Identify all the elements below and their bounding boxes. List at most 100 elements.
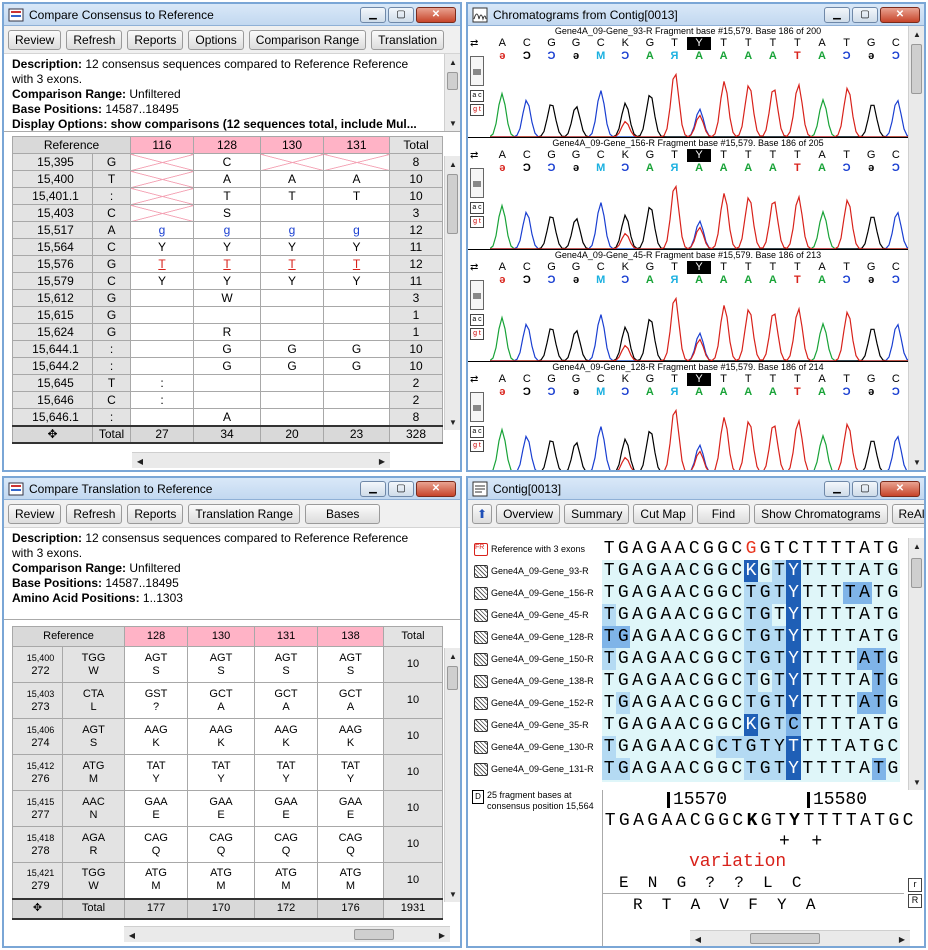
comparison-cell[interactable]: G — [260, 340, 324, 358]
reference-codon-cell[interactable]: ATG M — [61, 754, 126, 791]
reference-codon-cell[interactable]: TGG W — [61, 646, 126, 683]
translation-cell[interactable]: AAG K — [187, 718, 256, 755]
reference-base-cell[interactable]: C — [92, 204, 131, 222]
reference-codon-cell[interactable]: AGT S — [61, 718, 126, 755]
comparison-cell[interactable] — [130, 289, 194, 307]
reports-button[interactable]: Reports — [127, 503, 184, 524]
sequence-name-item[interactable]: Gene4A_09-Gene_150-R — [468, 648, 598, 670]
translation-cell[interactable]: GCT A — [317, 682, 385, 719]
table-scrollbar[interactable]: ▲ ▼ — [444, 648, 460, 902]
toggle-ac-button[interactable]: a c — [470, 426, 484, 438]
comparison-cell[interactable] — [323, 374, 390, 392]
close-button[interactable]: ✕ — [416, 480, 456, 497]
total-cell[interactable]: 2 — [389, 391, 443, 409]
frame-r-button[interactable]: r — [908, 878, 922, 892]
sequence-name-item[interactable]: Gene4A_09-Gene_138-R — [468, 670, 598, 692]
translation-cell[interactable]: AGT S — [254, 646, 319, 683]
position-cell[interactable]: 15,645 — [12, 374, 93, 392]
comparison-cell[interactable] — [323, 289, 390, 307]
chromatogram-track[interactable]: Gene4A_09-Gene_93-R Fragment base #15,57… — [468, 26, 910, 138]
amplitude-slider[interactable] — [470, 168, 484, 198]
scroll-thumb[interactable] — [354, 929, 394, 940]
maximize-button[interactable]: ▢ — [388, 480, 414, 497]
scroll-left-arrow[interactable]: ◀ — [136, 456, 144, 466]
comparison-cell[interactable]: g — [193, 221, 261, 239]
comparison-cell[interactable]: A — [260, 170, 324, 188]
position-cell[interactable]: 15,400 272 — [12, 646, 63, 683]
comparison-cell[interactable] — [323, 391, 390, 409]
sequence-name-item[interactable]: Gene4A_09-Gene_128-R — [468, 626, 598, 648]
review-button[interactable]: Review — [8, 503, 62, 524]
comparison-cell[interactable] — [130, 204, 194, 222]
total-cell[interactable]: 1 — [389, 323, 443, 341]
total-cell[interactable]: 10 — [383, 646, 444, 683]
refresh-button[interactable]: Refresh — [66, 503, 123, 524]
scroll-up-arrow[interactable]: ▲ — [449, 651, 457, 661]
reference-base-cell[interactable]: G — [92, 323, 131, 341]
minimize-button[interactable]: ▁ — [824, 6, 850, 23]
minimize-button[interactable]: ▁ — [360, 6, 386, 23]
header-total[interactable]: Total — [383, 626, 444, 647]
translation-cell[interactable]: GAA E — [254, 790, 319, 827]
comparison-cell[interactable]: g — [323, 221, 390, 239]
translation-cell[interactable]: AGT S — [124, 646, 189, 683]
comparison-cell[interactable] — [130, 306, 194, 324]
comparison-cell[interactable] — [323, 204, 390, 222]
scroll-right-arrow[interactable]: ▶ — [438, 930, 446, 940]
minimize-button[interactable]: ▁ — [824, 480, 850, 497]
reference-base-cell[interactable]: T — [92, 170, 131, 188]
total-cell[interactable]: 3 — [389, 204, 443, 222]
reference-base-cell[interactable]: A — [92, 221, 131, 239]
translation-cell[interactable]: GCT A — [187, 682, 256, 719]
comparison-cell[interactable]: Y — [260, 272, 324, 290]
total-cell[interactable]: 11 — [389, 272, 443, 290]
chromatogram-track[interactable]: Gene4A_09-Gene_45-R Fragment base #15,57… — [468, 250, 910, 362]
position-cell[interactable]: 15,401.1 — [12, 187, 93, 205]
fragment-sequence[interactable]: TGAGAACGGCTGTYTTTTATGC — [603, 582, 899, 604]
position-cell[interactable]: 15,403 273 — [12, 682, 63, 719]
scroll-thumb[interactable] — [750, 933, 820, 944]
amplitude-slider[interactable] — [470, 280, 484, 310]
header-reference[interactable]: Reference — [11, 626, 126, 647]
refresh-button[interactable]: Refresh — [66, 29, 123, 50]
position-cell[interactable]: 15,400 — [12, 170, 93, 188]
frame-R-button[interactable]: R — [908, 894, 922, 908]
table-hscrollbar[interactable]: ◀ ▶ — [124, 926, 450, 942]
header-col[interactable]: 130 — [187, 626, 256, 647]
comparison-cell[interactable] — [130, 187, 194, 205]
comparison-cell[interactable] — [130, 170, 194, 188]
maximize-button[interactable]: ▢ — [852, 6, 878, 23]
title-bar[interactable]: Compare Consensus to Reference ▁ ▢ ✕ — [4, 4, 460, 26]
comparison-cell[interactable] — [130, 323, 194, 341]
comparison-cell[interactable] — [260, 374, 324, 392]
scroll-up-arrow[interactable]: ▲ — [913, 29, 921, 39]
total-cell[interactable]: 10 — [383, 862, 444, 899]
sequence-name-item[interactable]: FR Reference with 3 exons — [468, 538, 598, 560]
comparison-cell[interactable] — [260, 153, 324, 171]
scroll-thumb[interactable] — [447, 174, 458, 234]
reference-base-cell[interactable]: C — [92, 272, 131, 290]
total-cell[interactable]: 1 — [389, 306, 443, 324]
toggle-ac-button[interactable]: a c — [470, 314, 484, 326]
comparison-cell[interactable]: Y — [323, 238, 390, 256]
amplitude-slider[interactable] — [470, 56, 484, 86]
position-cell[interactable]: 15,646 — [12, 391, 93, 409]
comparison-cell[interactable]: G — [193, 340, 261, 358]
comparison-cell[interactable]: A — [323, 170, 390, 188]
translation-cell[interactable]: CAG Q — [317, 826, 385, 863]
comparison-cell[interactable]: T — [260, 255, 324, 273]
header-col[interactable]: 131 — [323, 136, 390, 154]
maximize-button[interactable]: ▢ — [852, 480, 878, 497]
total-cell[interactable]: 10 — [383, 826, 444, 863]
translation-range-button[interactable]: Translation Range — [188, 503, 301, 524]
reports-button[interactable]: Reports — [127, 29, 184, 50]
comparison-cell[interactable]: g — [260, 221, 324, 239]
sequence-name-item[interactable]: Gene4A_09-Gene_131-R — [468, 758, 598, 780]
translation-cell[interactable]: TAT Y — [124, 754, 189, 791]
sequence-name-item[interactable]: Gene4A_09-Gene_152-R — [468, 692, 598, 714]
chromatogram-track[interactable]: Gene4A_09-Gene_156-R Fragment base #15,5… — [468, 138, 910, 250]
reference-base-cell[interactable]: : — [92, 357, 131, 375]
comparison-range-button[interactable]: Comparison Range — [248, 29, 367, 50]
comparison-cell[interactable] — [260, 289, 324, 307]
reference-base-cell[interactable]: C — [92, 391, 131, 409]
